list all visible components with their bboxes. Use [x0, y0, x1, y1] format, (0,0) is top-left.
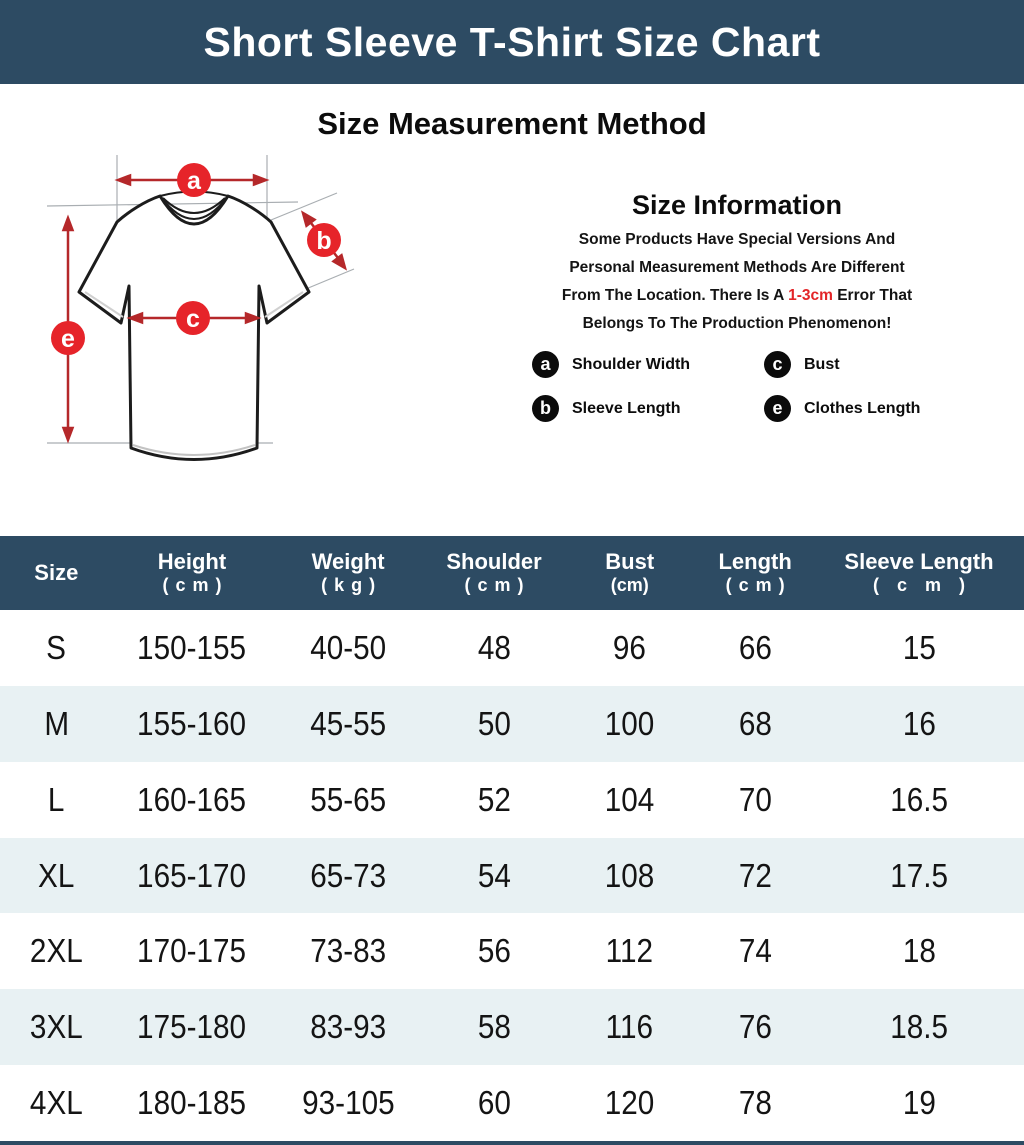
- cell-bust: 116: [606, 1008, 654, 1046]
- cell-height: 170-175: [137, 932, 247, 970]
- page-title: Short Sleeve T-Shirt Size Chart: [203, 18, 821, 65]
- cell-length: 68: [738, 704, 772, 742]
- tshirt-measurement-diagram: a b c e: [30, 140, 390, 485]
- cell-shoulder: 56: [477, 932, 511, 970]
- cell-length: 66: [738, 628, 772, 666]
- measurement-legend: a Shoulder Width c Bust b Sleeve Length …: [532, 351, 960, 422]
- info-error-range: 1-3cm: [788, 287, 833, 304]
- cell-length: 72: [738, 856, 772, 894]
- cell-bust: 100: [604, 704, 655, 742]
- legend-label: Clothes Length: [804, 399, 921, 417]
- cell-shoulder: 54: [477, 856, 511, 894]
- cell-height: 150-155: [137, 628, 247, 666]
- column-header-bust: Bust (cm): [605, 549, 655, 596]
- cell-shoulder: 52: [477, 780, 511, 818]
- cell-shoulder: 60: [477, 1084, 511, 1122]
- cell-length: 74: [738, 932, 772, 970]
- cell-size: 2XL: [29, 932, 83, 970]
- cell-height: 160-165: [137, 780, 247, 818]
- info-paragraph: Some Products Have Special Versions And …: [515, 226, 959, 338]
- size-table: Size Height ( c m ) Weight ( k g ) Shoul…: [0, 536, 1024, 1145]
- info-line-3-end: Error That: [832, 287, 913, 304]
- column-header-size: Size: [34, 559, 79, 585]
- cell-height: 155-160: [137, 704, 247, 742]
- legend-item-clothes-length: e Clothes Length: [764, 395, 960, 422]
- column-header-weight: Weight ( k g ): [311, 549, 385, 596]
- cell-shoulder: 48: [477, 628, 511, 666]
- legend-item-bust: c Bust: [764, 351, 960, 378]
- cell-sleeve: 18.5: [890, 1008, 948, 1046]
- legend-label: Shoulder Width: [572, 355, 691, 373]
- tshirt-diagram-svg: a b c e: [46, 155, 355, 461]
- cell-weight: 65-73: [310, 856, 387, 894]
- cell-height: 175-180: [137, 1008, 247, 1046]
- cell-bust: 96: [613, 628, 647, 666]
- banner: Short Sleeve T-Shirt Size Chart: [0, 0, 1024, 84]
- info-line-4: Belongs To The Production Phenomenon!: [582, 315, 892, 332]
- cell-size: 3XL: [29, 1008, 83, 1046]
- table-row-l: L 160-165 55-65 52 104 70 16.5: [0, 761, 1024, 838]
- column-header-height: Height ( c m ): [157, 549, 227, 596]
- cell-weight: 55-65: [310, 780, 387, 818]
- cell-sleeve: 18: [902, 932, 936, 970]
- cell-weight: 83-93: [310, 1008, 387, 1046]
- cell-size: S: [46, 628, 67, 666]
- info-line-2: Personal Measurement Methods Are Differe…: [569, 259, 905, 276]
- legend-badge-c-icon: c: [764, 351, 791, 378]
- cell-weight: 73-83: [310, 932, 387, 970]
- table-row-3xl: 3XL 175-180 83-93 58 116 76 18.5: [0, 989, 1024, 1066]
- cell-bust: 108: [604, 856, 655, 894]
- legend-label: Bust: [804, 355, 840, 373]
- legend-badge-e-icon: e: [764, 395, 791, 422]
- cell-length: 70: [738, 780, 772, 818]
- cell-sleeve: 15: [902, 628, 936, 666]
- table-row-2xl: 2XL 170-175 73-83 56 112 74 18: [0, 913, 1024, 990]
- cell-height: 165-170: [137, 856, 247, 894]
- cell-bust: 112: [606, 932, 654, 970]
- cell-length: 78: [738, 1084, 772, 1122]
- cell-shoulder: 58: [477, 1008, 511, 1046]
- column-header-shoulder: Shoulder ( c m ): [446, 549, 542, 596]
- legend-label: Sleeve Length: [572, 399, 681, 417]
- cell-bust: 120: [604, 1084, 655, 1122]
- marker-e-label: e: [61, 325, 75, 353]
- cell-weight: 40-50: [310, 628, 387, 666]
- marker-badges: a b c e: [51, 163, 341, 355]
- cell-length: 76: [738, 1008, 772, 1046]
- marker-b-label: b: [316, 227, 331, 255]
- hem-seam: [132, 444, 256, 456]
- legend-item-sleeve-length: b Sleeve Length: [532, 395, 764, 422]
- method-title: Size Measurement Method: [317, 106, 707, 141]
- table-row-xl: XL 165-170 65-73 54 108 72 17.5: [0, 837, 1024, 914]
- cell-bust: 104: [604, 780, 655, 818]
- table-row-s: S 150-155 40-50 48 96 66 15: [0, 610, 1024, 686]
- info-line-3: From The Location. There Is A: [561, 287, 789, 304]
- table-row-4xl: 4XL 180-185 93-105 60 120 78 19: [0, 1065, 1024, 1142]
- cell-size: M: [43, 704, 69, 742]
- cell-weight: 93-105: [301, 1084, 395, 1122]
- sleeve-seams: [84, 291, 304, 318]
- legend-item-shoulder-width: a Shoulder Width: [532, 351, 764, 378]
- column-header-sleeve-length: Sleeve Length ( c m ): [844, 549, 994, 596]
- cell-size: 4XL: [29, 1084, 83, 1122]
- marker-a-label: a: [187, 167, 202, 195]
- info-title: Size Information: [631, 190, 842, 220]
- cell-height: 180-185: [137, 1084, 247, 1122]
- cell-sleeve: 19: [902, 1084, 936, 1122]
- cell-weight: 45-55: [310, 704, 387, 742]
- cell-sleeve: 17.5: [890, 856, 948, 894]
- info-line-1: Some Products Have Special Versions And: [578, 231, 896, 248]
- marker-c-label: c: [186, 305, 200, 333]
- size-table-header: Size Height ( c m ) Weight ( k g ) Shoul…: [0, 536, 1024, 610]
- table-row-m: M 155-160 45-55 50 100 68 16: [0, 685, 1024, 762]
- column-header-length: Length ( c m ): [718, 549, 792, 596]
- legend-badge-b-icon: b: [532, 395, 559, 422]
- cell-shoulder: 50: [477, 704, 511, 742]
- cell-sleeve: 16.5: [890, 780, 948, 818]
- cell-size: XL: [38, 856, 75, 894]
- cell-sleeve: 16: [902, 704, 936, 742]
- cell-size: L: [48, 780, 65, 818]
- legend-badge-a-icon: a: [532, 351, 559, 378]
